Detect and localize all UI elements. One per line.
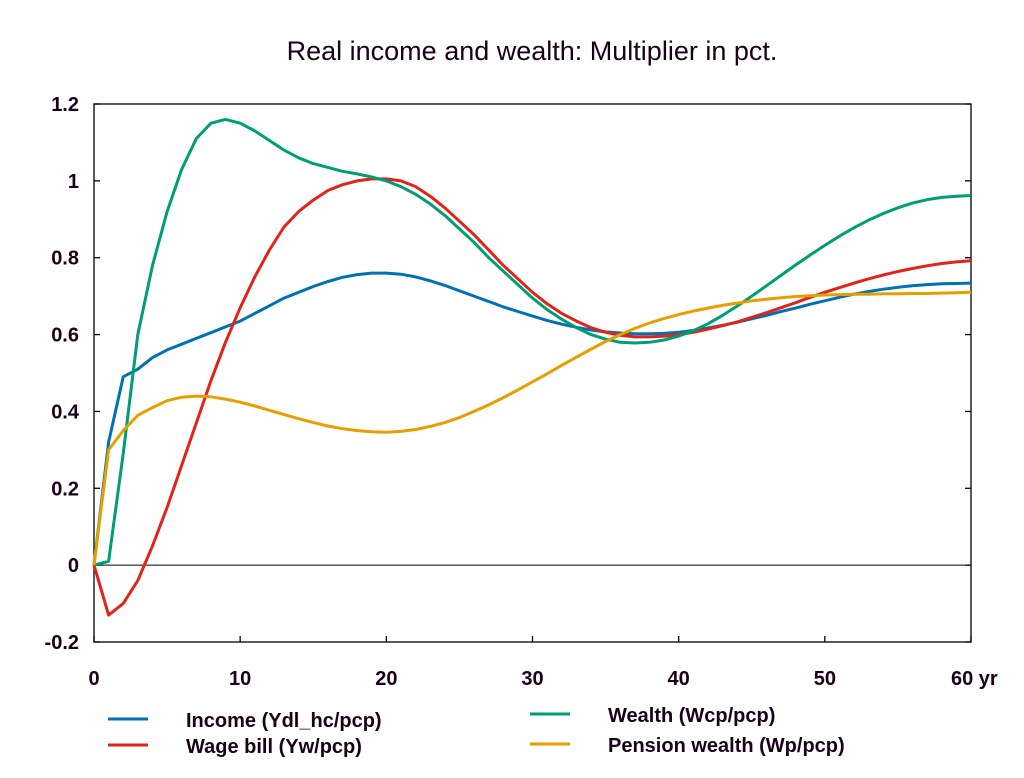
- legend-item: Wealth (Wcp/pcp): [530, 705, 775, 727]
- chart-title: Real income and wealth: Multiplier in pc…: [287, 36, 778, 66]
- y-tick-label: 1: [68, 171, 79, 193]
- y-tick-label: 1.2: [51, 94, 79, 116]
- legend: Income (Ydl_hc/pcp) Wage bill (Yw/pcp) Wea…: [108, 705, 845, 758]
- axes: -0.2 0 0.2 0.4 0.6 0.8 1 1.2 0 10 20 30 40 50 60 yr: [45, 94, 998, 690]
- y-tick-label: 0.8: [51, 248, 79, 270]
- legend-label: Wealth (Wcp/pcp): [608, 705, 775, 727]
- plot-frame: [93, 103, 972, 643]
- y-tick-label: -0.2: [45, 632, 79, 654]
- y-tick-label: 0: [68, 555, 79, 577]
- series-line-3: [93, 117, 972, 567]
- legend-item: Pension wealth (Wp/pcp): [530, 735, 845, 757]
- y-tick-label: 0.6: [51, 325, 79, 347]
- x-tick-label: 10: [229, 668, 251, 690]
- series-line-2: [92, 177, 972, 617]
- x-tick-label: 50: [814, 668, 836, 690]
- x-tick-label: 20: [375, 668, 397, 690]
- y-tick-label: 0.2: [51, 478, 79, 500]
- legend-item: Income (Ydl_hc/pcp): [108, 710, 382, 732]
- x-tick-label: 60 yr: [951, 668, 998, 690]
- series-line-4: [92, 290, 972, 566]
- legend-label: Wage bill (Yw/pcp): [186, 736, 362, 758]
- x-tick-label: 0: [88, 668, 99, 690]
- x-tick-label: 30: [521, 668, 543, 690]
- legend-item: Wage bill (Yw/pcp): [108, 736, 362, 758]
- x-tick-label: 40: [668, 668, 690, 690]
- legend-label: Income (Ydl_hc/pcp): [186, 710, 382, 732]
- y-tick-label: 0.4: [51, 401, 80, 423]
- series-line-1: [92, 271, 972, 566]
- series-layer: [92, 117, 972, 617]
- legend-label: Pension wealth (Wp/pcp): [608, 735, 845, 757]
